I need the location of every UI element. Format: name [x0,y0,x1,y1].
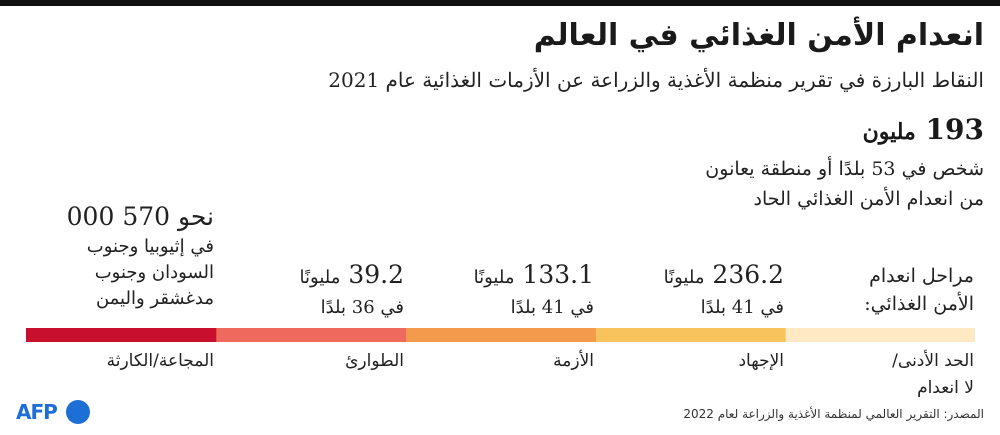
source-note: المصدر: التقرير العالمي لمنظمة الأغذية و… [683,407,984,421]
phase-stressed-unit: مليونًا [663,267,705,288]
chart-title: انعدام الأمن الغذائي في العالم [533,18,984,53]
phase-crisis-countries: في 41 بلدًا [510,297,594,318]
category-label-famine: المجاعة/الكارثة [106,351,214,371]
chart-subtitle: النقاط البارزة في تقرير منظمة الأغذية وا… [328,68,984,92]
phase-crisis-value-line: 133.1 مليونًا [409,258,594,295]
phases-heading-line-2: الأمن الغذائي: [864,293,974,315]
phase-crisis-unit: مليونًا [473,267,515,288]
category-label-emergency: الطوارئ [345,351,404,371]
phase-crisis-value: 133.1 [522,260,594,289]
band-segment-minimal [785,328,975,342]
phases-heading: مراحل انعدام الأمن الغذائي: [789,262,974,318]
phase-stressed-countries: في 41 بلدًا [700,297,784,318]
category-label-minimal-line-2: لا انعدام [917,378,974,398]
phase-famine-figure: نحو 570 000 في إثيوبيا وجنوب السودان وجن… [29,200,214,312]
band-segment-crisis [405,328,596,342]
phases-heading-line-1: مراحل انعدام [869,265,974,287]
phase-famine-line-1: في إثيوبيا وجنوب [86,236,214,257]
phase-stressed-value: 236.2 [712,260,784,289]
category-label-minimal: الحد الأدنى/ لا انعدام [789,348,974,402]
phase-famine-value-line: نحو 570 000 [29,200,214,234]
afp-logo: AFP [16,397,106,427]
phase-emergency-countries: في 36 بلدًا [320,297,404,318]
category-label-crisis: الأزمة [553,351,594,371]
headline-description: شخص في 53 بلدًا أو منطقة يعانون من انعدا… [584,154,984,214]
phase-crisis-figure: 133.1 مليونًا في 41 بلدًا [409,258,594,321]
headline-unit: مليون [862,119,916,145]
phase-stressed-figure: 236.2 مليونًا في 41 بلدًا [599,258,784,321]
top-bar [0,0,1000,6]
headline-line-1: شخص في 53 بلدًا أو منطقة يعانون [705,158,984,180]
phase-emergency-unit: مليونًا [299,267,341,288]
phase-famine-value: 570 000 [66,202,171,231]
band-segment-emergency [215,328,407,342]
category-label-stressed: الإجهاد [738,351,784,371]
headline-figure: 193 مليون [24,112,984,150]
phase-band-svg [26,328,975,342]
phase-emergency-value: 39.2 [348,260,404,289]
phase-emergency-value-line: 39.2 مليونًا [219,258,404,295]
phase-famine-prefix: نحو [177,202,214,231]
phase-emergency-figure: 39.2 مليونًا في 36 بلدًا [219,258,404,321]
headline-number: 193 [925,113,984,146]
band-segment-famine [26,328,217,342]
phase-band [26,328,975,342]
afp-logo-text: AFP [16,400,58,424]
afp-logo-dot [66,400,90,424]
headline-line-2: من انعدام الأمن الغذائي الحاد [753,188,985,210]
phase-famine-line-3: مدغشقر واليمن [95,288,214,309]
phase-famine-line-2: السودان وجنوب [94,262,214,283]
phase-stressed-value-line: 236.2 مليونًا [599,258,784,295]
band-segment-stressed [595,328,786,342]
category-label-minimal-line-1: الحد الأدنى/ [892,351,974,371]
